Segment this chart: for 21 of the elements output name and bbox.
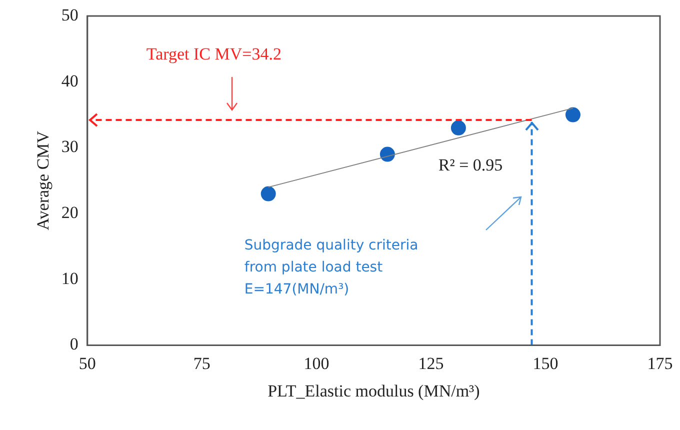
ref-line-label: Subgrade quality criteria from plate load test E=147(MN/m³) <box>244 238 418 298</box>
x-tick-label: 125 <box>418 354 444 373</box>
point <box>565 107 580 122</box>
y-tick-label: 20 <box>61 202 78 222</box>
y-tick-label: 40 <box>61 71 78 90</box>
x-tick-label: 150 <box>532 354 558 373</box>
x-tick-label: 50 <box>78 354 96 373</box>
x-axis-title: PLT_Elastic modulus (MN/m³) <box>268 381 480 400</box>
y-tick-label: 0 <box>70 334 78 354</box>
y-axis-title: Average CMV <box>34 130 53 230</box>
y-tick-label: 10 <box>61 268 78 288</box>
x-tick-label: 75 <box>193 354 210 373</box>
point <box>450 120 466 136</box>
x-tick-label: 175 <box>647 354 673 373</box>
annotation: R² = 0.95 <box>438 155 503 174</box>
ref-line-label: Target IC MV=34.2 <box>146 44 282 64</box>
point <box>260 186 276 202</box>
y-tick-label: 30 <box>61 137 78 156</box>
point <box>380 146 395 162</box>
x-tick-label: 100 <box>304 354 330 373</box>
y-tick-label: 50 <box>61 5 78 24</box>
